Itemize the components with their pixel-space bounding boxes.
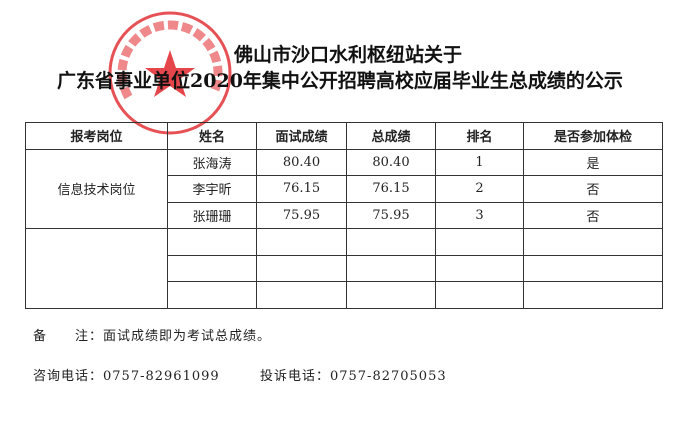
empty-cell	[435, 281, 524, 309]
remark-label: 备 注：	[33, 329, 104, 344]
empty-cell	[346, 254, 436, 282]
name-cell: 李宇昕	[167, 175, 257, 203]
header-rank: 排名	[435, 122, 524, 150]
physical-cell: 是	[523, 148, 663, 176]
name-cell: 张珊珊	[167, 201, 257, 229]
empty-cell	[346, 228, 436, 256]
header-physical: 是否参加体检	[523, 122, 663, 150]
remark-text: 面试成绩即为考试总成绩。	[103, 329, 272, 344]
empty-cell	[435, 254, 524, 282]
empty-cell	[256, 228, 347, 256]
empty-cell	[256, 281, 347, 309]
contact-line: 咨询电话：0757-82961099 投诉电话：0757-82705053	[33, 365, 447, 384]
empty-cell	[435, 228, 524, 256]
total-cell: 76.15	[346, 175, 436, 203]
header-position: 报考岗位	[25, 122, 168, 150]
rank-cell: 2	[435, 175, 524, 203]
interview-cell: 76.15	[256, 175, 347, 203]
empty-cell	[523, 254, 663, 282]
header-total: 总成绩	[346, 122, 436, 150]
empty-row	[26, 281, 663, 309]
physical-cell: 否	[523, 201, 663, 229]
empty-cell	[346, 281, 436, 309]
consult-phone: 0757-82961099	[103, 369, 220, 384]
rank-cell: 3	[435, 201, 524, 229]
empty-cell	[167, 254, 257, 282]
interview-cell: 75.95	[256, 201, 347, 229]
total-cell: 75.95	[346, 201, 436, 229]
results-table: 报考岗位 姓名 面试成绩 总成绩 排名 是否参加体检 信息技术岗位 张海涛 80…	[25, 122, 663, 309]
document-title-line1: 佛山市沙口水利枢纽站关于	[233, 44, 462, 66]
empty-row	[26, 254, 663, 282]
table-header-row: 报考岗位 姓名 面试成绩 总成绩 排名 是否参加体检	[25, 122, 663, 150]
name-cell: 张海涛	[167, 148, 257, 176]
empty-cell	[167, 228, 257, 256]
table-row: 信息技术岗位 张海涛 80.40 80.40 1 是	[25, 148, 663, 229]
total-cell: 80.40	[346, 148, 436, 176]
position-cell: 信息技术岗位	[25, 148, 168, 229]
header-name: 姓名	[167, 122, 257, 150]
table-row: 李宇昕 76.15 76.15 2 否	[26, 175, 663, 203]
empty-cell	[523, 228, 663, 256]
rank-cell: 1	[435, 148, 524, 176]
empty-cell	[256, 254, 347, 282]
physical-cell: 否	[523, 175, 663, 203]
document-title-line2: 广东省事业单位2020年集中公开招聘高校应届毕业生总成绩的公示	[57, 70, 623, 92]
empty-cell	[25, 228, 168, 309]
empty-cell	[523, 281, 663, 309]
remark: 备 注：面试成绩即为考试总成绩。	[33, 325, 271, 344]
interview-cell: 80.40	[256, 148, 347, 176]
empty-cell	[167, 281, 257, 309]
complaint-phone: 0757-82705053	[329, 369, 447, 384]
consult-label: 咨询电话：	[33, 369, 104, 384]
table-row: 张珊珊 75.95 75.95 3 否	[26, 201, 663, 229]
empty-row	[25, 228, 663, 309]
complaint-label: 投诉电话：	[259, 369, 330, 384]
header-interview: 面试成绩	[256, 122, 347, 150]
